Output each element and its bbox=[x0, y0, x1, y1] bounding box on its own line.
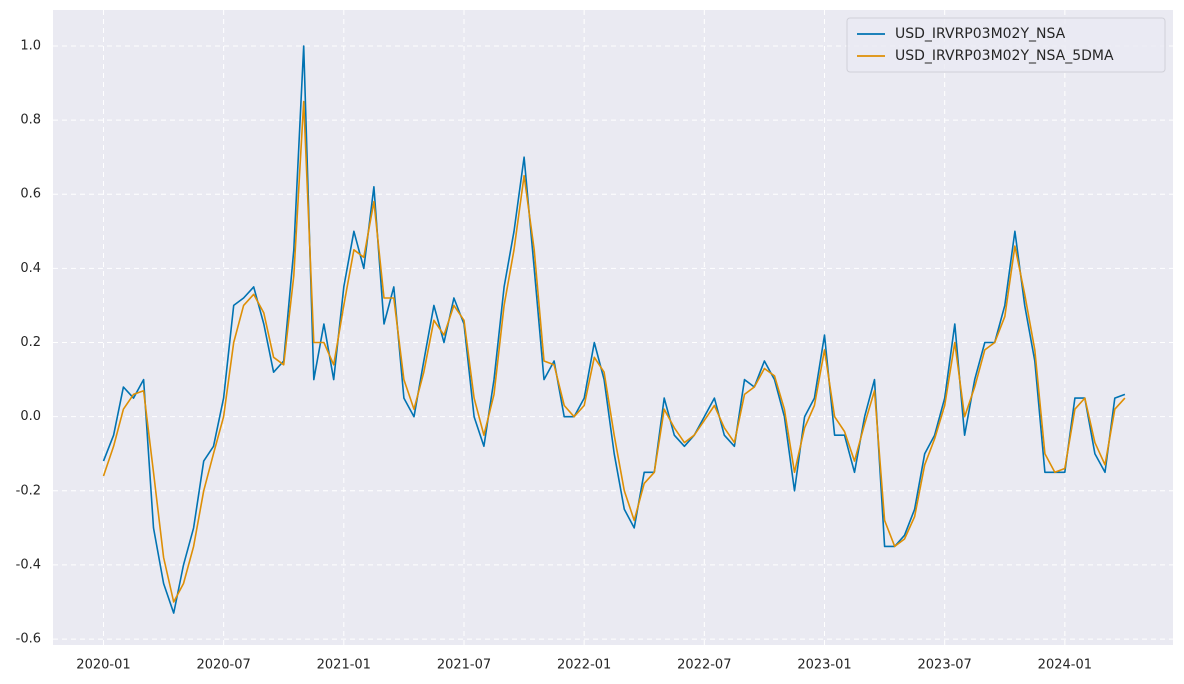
y-tick-label: -0.6 bbox=[16, 632, 41, 647]
x-tick-label: 2023-07 bbox=[918, 658, 972, 673]
y-tick-label: 0.0 bbox=[20, 409, 41, 424]
legend-label: USD_IRVRP03M02Y_NSA_5DMA bbox=[895, 48, 1114, 64]
legend: USD_IRVRP03M02Y_NSA USD_IRVRP03M02Y_NSA_5… bbox=[846, 17, 1166, 73]
x-tick-label: 2022-01 bbox=[557, 658, 611, 673]
y-tick-label: 0.2 bbox=[20, 335, 41, 350]
y-tick-label: -0.2 bbox=[16, 483, 41, 498]
y-tick-label: 0.8 bbox=[20, 113, 41, 128]
y-tick-label: 0.6 bbox=[20, 187, 41, 202]
x-tick-label: 2023-01 bbox=[797, 658, 851, 673]
series-line bbox=[102, 45, 1126, 614]
series-line bbox=[102, 100, 1126, 603]
x-tick-label: 2020-07 bbox=[196, 658, 250, 673]
y-tick-label: -0.4 bbox=[16, 557, 41, 572]
y-tick-label: 1.0 bbox=[20, 38, 41, 53]
x-tick-label: 2020-01 bbox=[76, 658, 130, 673]
x-tick-label: 2022-07 bbox=[677, 658, 731, 673]
legend-box bbox=[846, 17, 1166, 73]
lines bbox=[102, 45, 1126, 614]
tick-labels: -0.6 -0.4 -0.2 0.0 0.2 0.4 0.6 0.8 1.0 2020-01 202… bbox=[16, 38, 1092, 672]
x-tick-label: 2021-07 bbox=[437, 658, 491, 673]
y-tick-label: 0.4 bbox=[20, 261, 41, 276]
x-tick-label: 2024-01 bbox=[1038, 658, 1092, 673]
plot-area bbox=[53, 10, 1173, 645]
legend-label: USD_IRVRP03M02Y_NSA bbox=[895, 26, 1066, 42]
x-tick-label: 2021-01 bbox=[317, 658, 371, 673]
